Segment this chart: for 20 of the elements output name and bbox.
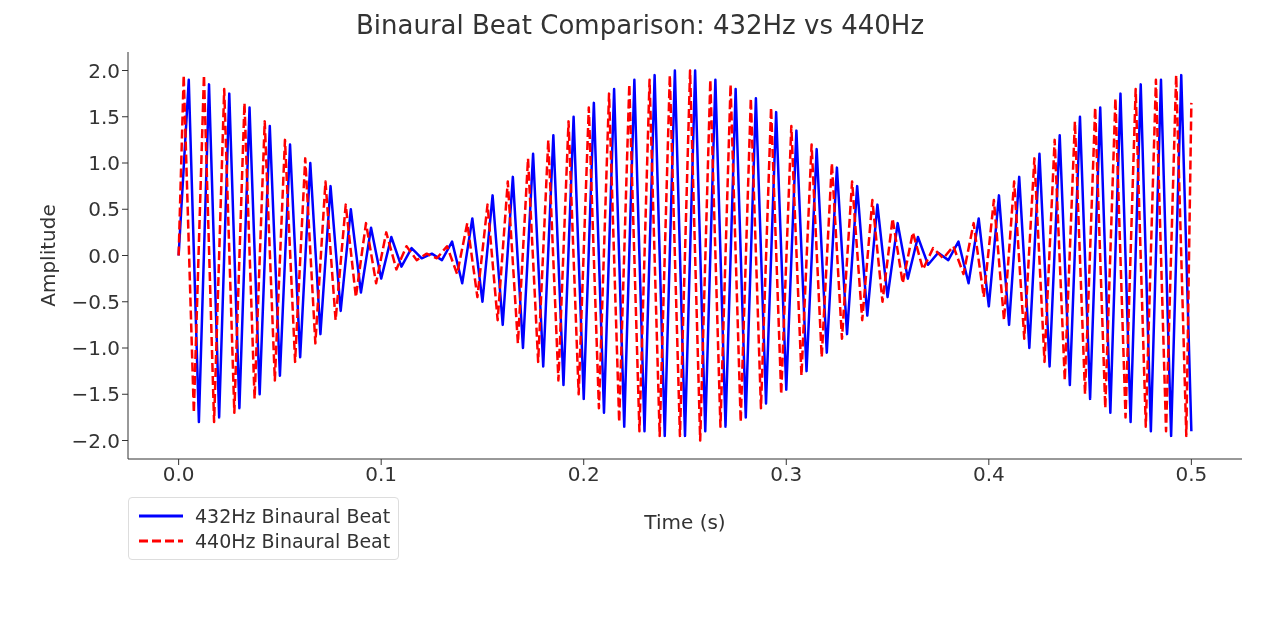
chart-title: Binaural Beat Comparison: 432Hz vs 440Hz — [354, 9, 926, 42]
y-axis-title: Amplitude — [36, 204, 61, 307]
x-tick-label: 0.3 — [770, 462, 803, 487]
legend-label: 440Hz Binaural Beat — [195, 530, 391, 552]
y-tick-label: −0.5 — [71, 289, 120, 314]
y-tick-label: 1.5 — [88, 104, 120, 129]
x-tick-label: 0.4 — [972, 462, 1005, 487]
x-tick-label: 0.5 — [1175, 462, 1208, 487]
y-tick-label: 2.0 — [88, 58, 120, 83]
y-tick-label: −2.0 — [71, 428, 120, 453]
y-tick-label: −1.5 — [71, 382, 120, 407]
x-axis-title: Time (s) — [643, 510, 726, 534]
y-tick-label: −1.0 — [71, 336, 120, 361]
y-tick-label: 0.0 — [88, 243, 120, 268]
x-tick-label: 0.1 — [365, 462, 398, 487]
y-tick-label: 0.5 — [88, 197, 120, 222]
x-tick-label: 0.0 — [162, 462, 195, 487]
y-tick-label: 1.0 — [88, 151, 120, 176]
x-tick-label: 0.2 — [567, 462, 600, 487]
legend-label: 432Hz Binaural Beat — [195, 505, 391, 527]
